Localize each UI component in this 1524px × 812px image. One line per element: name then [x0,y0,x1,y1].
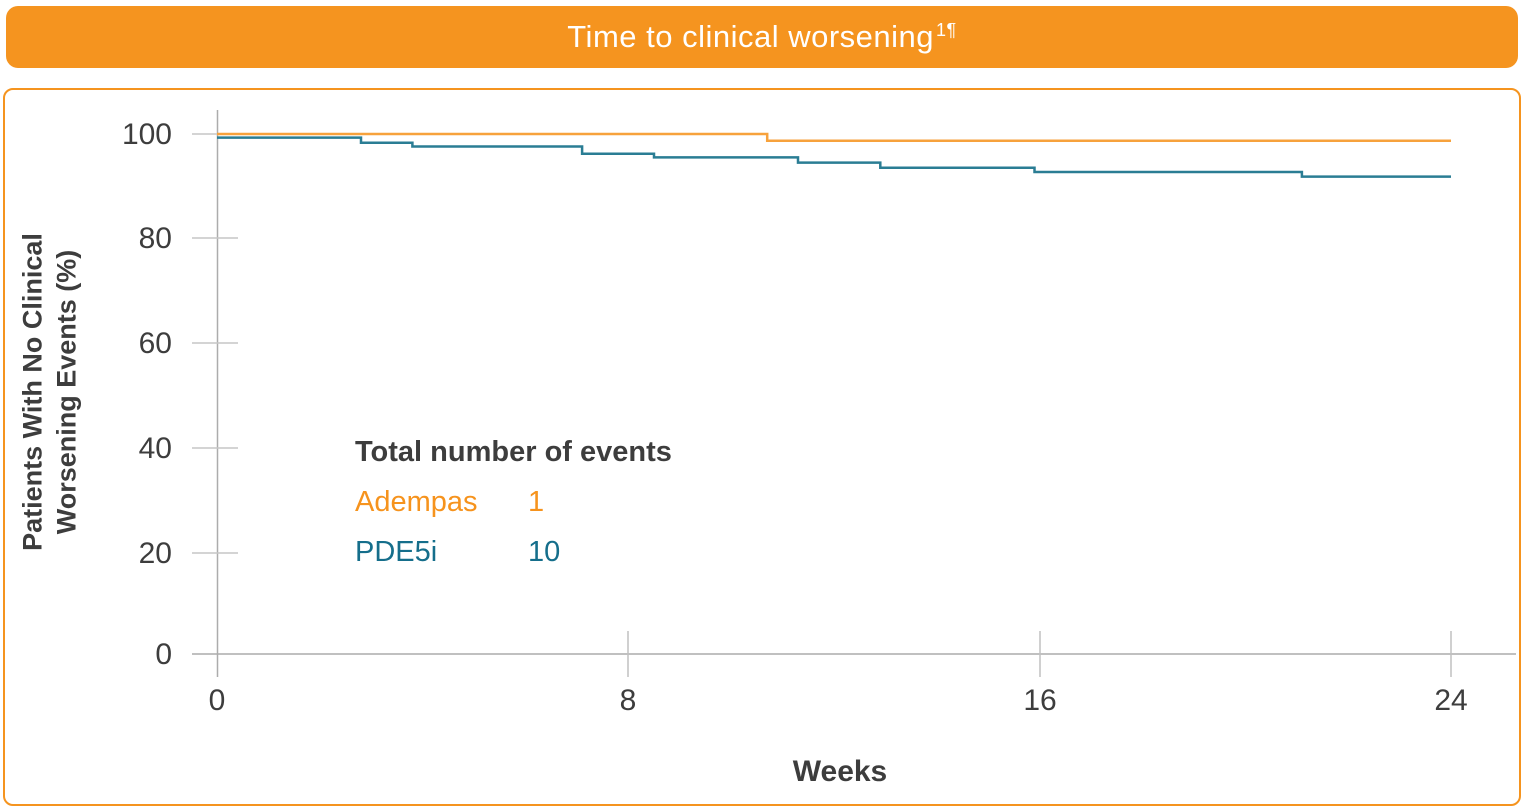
y-axis-ticks [192,133,238,554]
total-events-title: Total number of events [355,436,672,468]
adempas-label: Adempas [355,486,478,518]
page-title-superscript: 1¶ [936,19,957,40]
pde5i-label: PDE5i [355,536,438,568]
total-events-annotation: Total number of events Adempas 1 PDE5i 1… [355,436,672,569]
y-axis-title: Patients With No Clinical Worsening Even… [16,233,84,551]
chart-panel [3,88,1521,806]
events-row-pde5i: PDE5i 10 [355,536,672,569]
y-tick-label-20: 20 [138,537,172,570]
y-tick-label-100: 100 [121,118,172,151]
x-tick-label-16: 16 [1023,684,1057,717]
y-tick-label-0: 0 [155,638,172,671]
series-line-pde5i [217,136,1451,178]
events-row-adempas: Adempas 1 [355,486,672,519]
x-axis-ticks [627,631,1452,677]
series-curves [217,132,1451,178]
y-tick-label-80: 80 [138,222,172,255]
x-tick-label-8: 8 [619,684,637,717]
chart-title-banner: Time to clinical worsening 1¶ [6,6,1518,68]
page-title: Time to clinical worsening 1¶ [567,19,956,55]
y-tick-label-40: 40 [138,432,172,465]
series-line-adempas [217,132,1451,143]
adempas-event-count: 1 [528,486,545,518]
y-tick-label-60: 60 [138,327,172,360]
y-axis-title-line2: Worsening Events (%) [51,249,81,535]
page-title-text: Time to clinical worsening [567,19,935,54]
y-axis-title-line1: Patients With No Clinical [17,233,48,551]
x-axis-title: Weeks [792,755,888,788]
x-tick-label-24: 24 [1434,684,1468,717]
pde5i-event-count: 10 [528,536,561,568]
x-tick-label-0: 0 [208,684,226,717]
